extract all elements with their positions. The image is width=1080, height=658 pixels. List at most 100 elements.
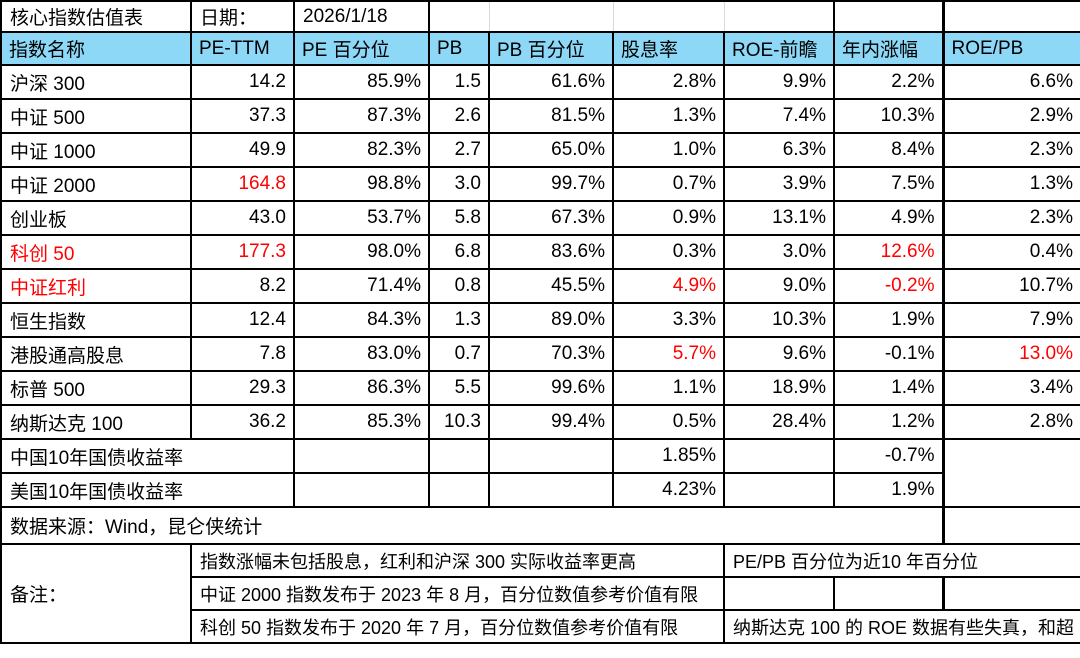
cell-pb[interactable]: 2.6 [428, 98, 490, 134]
notes-label-cell[interactable]: 备注： [0, 543, 192, 644]
cell-bond-name[interactable]: 中国10年国债收益率 [0, 438, 295, 474]
cell-ytd-change[interactable]: -0.1% [833, 336, 944, 372]
empty-cell[interactable] [428, 0, 490, 33]
cell-dividend[interactable]: 1.1% [612, 370, 725, 406]
cell-pe-percentile[interactable]: 85.9% [293, 64, 430, 100]
cell-pb-percentile[interactable]: 65.0% [488, 132, 614, 168]
cell-index-name[interactable]: 中证 500 [0, 98, 192, 134]
cell-pb-percentile[interactable]: 67.3% [488, 200, 614, 236]
cell-roe-forward[interactable]: 9.0% [723, 268, 835, 304]
cell-ytd-change[interactable]: 1.4% [833, 370, 944, 406]
cell-roe-pb[interactable]: 2.9% [941, 98, 1080, 134]
cell-pe-percentile[interactable]: 85.3% [293, 404, 430, 440]
empty-cell[interactable] [488, 438, 614, 474]
cell-roe-pb[interactable]: 2.3% [941, 200, 1080, 236]
cell-ytd-change[interactable]: 12.6% [833, 234, 944, 270]
empty-cell[interactable] [723, 0, 835, 33]
cell-pb[interactable]: 3.0 [428, 166, 490, 202]
header-cell-roe-pb[interactable]: ROE/PB [941, 31, 1080, 66]
cell-pe-ttm[interactable]: 49.9 [190, 132, 295, 168]
cell-index-name[interactable]: 科创 50 [0, 234, 192, 270]
cell-roe-forward[interactable]: 18.9% [723, 370, 835, 406]
cell-ytd-change[interactable]: 1.9% [833, 472, 944, 508]
header-cell-index-name[interactable]: 指数名称 [0, 31, 192, 66]
cell-ytd-change[interactable]: 10.3% [833, 98, 944, 134]
cell-ytd-change[interactable]: 2.2% [833, 64, 944, 100]
cell-roe-pb[interactable]: 3.4% [941, 370, 1080, 406]
cell-index-name[interactable]: 标普 500 [0, 370, 192, 406]
empty-cell[interactable] [723, 472, 835, 508]
cell-pe-percentile[interactable]: 98.0% [293, 234, 430, 270]
cell-pe-ttm[interactable]: 14.2 [190, 64, 295, 100]
cell-index-name[interactable]: 中证 1000 [0, 132, 192, 168]
cell-pb[interactable]: 0.7 [428, 336, 490, 372]
cell-index-name[interactable]: 纳斯达克 100 [0, 404, 192, 440]
cell-dividend[interactable]: 5.7% [612, 336, 725, 372]
table-title-cell[interactable]: 核心指数估值表 [0, 0, 192, 33]
cell-dividend[interactable]: 0.5% [612, 404, 725, 440]
cell-roe-pb[interactable]: 2.8% [941, 404, 1080, 440]
empty-cell[interactable] [723, 438, 835, 474]
cell-roe-forward[interactable]: 9.9% [723, 64, 835, 100]
empty-cell[interactable] [723, 576, 835, 611]
cell-index-name[interactable]: 创业板 [0, 200, 192, 236]
empty-cell[interactable] [941, 473, 1080, 507]
cell-pe-ttm[interactable]: 36.2 [190, 404, 295, 440]
cell-index-name[interactable]: 沪深 300 [0, 64, 192, 100]
header-cell-pe-ttm[interactable]: PE-TTM [190, 31, 295, 66]
empty-cell[interactable] [488, 472, 614, 508]
cell-roe-pb[interactable]: 13.0% [941, 336, 1080, 372]
cell-roe-pb[interactable]: 1.3% [941, 166, 1080, 202]
cell-pb-percentile[interactable]: 83.6% [488, 234, 614, 270]
cell-roe-forward[interactable]: 6.3% [723, 132, 835, 168]
empty-cell[interactable] [293, 472, 430, 508]
cell-dividend[interactable]: 1.3% [612, 98, 725, 134]
cell-index-name[interactable]: 港股通高股息 [0, 336, 192, 372]
cell-dividend[interactable]: 4.23% [612, 472, 725, 508]
cell-pb-percentile[interactable]: 99.4% [488, 404, 614, 440]
cell-pe-percentile[interactable]: 71.4% [293, 268, 430, 304]
cell-roe-pb[interactable]: 10.7% [941, 268, 1080, 304]
cell-pb[interactable]: 2.7 [428, 132, 490, 168]
cell-roe-forward[interactable]: 7.4% [723, 98, 835, 134]
cell-pe-ttm[interactable]: 29.3 [190, 370, 295, 406]
cell-pe-percentile[interactable]: 87.3% [293, 98, 430, 134]
header-cell-roe-forward[interactable]: ROE-前瞻 [723, 31, 835, 66]
cell-dividend[interactable]: 2.8% [612, 64, 725, 100]
cell-roe-forward[interactable]: 28.4% [723, 404, 835, 440]
empty-cell[interactable] [488, 0, 614, 33]
empty-cell[interactable] [943, 577, 1080, 610]
cell-pb[interactable]: 5.5 [428, 370, 490, 406]
cell-pb-percentile[interactable]: 81.5% [488, 98, 614, 134]
cell-pe-percentile[interactable]: 86.3% [293, 370, 430, 406]
header-cell-pe-percentile[interactable]: PE 百分位 [293, 31, 430, 66]
cell-ytd-change[interactable]: 1.9% [833, 302, 944, 338]
cell-pb-percentile[interactable]: 99.6% [488, 370, 614, 406]
cell-pe-percentile[interactable]: 82.3% [293, 132, 430, 168]
cell-dividend[interactable]: 4.9% [612, 268, 725, 304]
cell-pb[interactable]: 6.8 [428, 234, 490, 270]
cell-pb[interactable]: 1.3 [428, 302, 490, 338]
cell-index-name[interactable]: 中证 2000 [0, 166, 192, 202]
cell-roe-pb[interactable]: 0.4% [941, 234, 1080, 270]
note-cell-right[interactable]: 纳斯达克 100 的 ROE 数据有些失真，和超 [723, 609, 1080, 644]
cell-roe-forward[interactable]: 13.1% [723, 200, 835, 236]
cell-pe-ttm[interactable]: 7.8 [190, 336, 295, 372]
header-cell-pb-percentile[interactable]: PB 百分位 [488, 31, 614, 66]
cell-dividend[interactable]: 3.3% [612, 302, 725, 338]
empty-cell[interactable] [941, 439, 1080, 473]
note-cell-right[interactable]: PE/PB 百分位为近10 年百分位 [723, 543, 1080, 578]
cell-index-name[interactable]: 中证红利 [0, 268, 192, 304]
date-label-cell[interactable]: 日期： [190, 0, 295, 33]
header-cell-dividend-yield[interactable]: 股息率 [612, 31, 725, 66]
cell-pb-percentile[interactable]: 70.3% [488, 336, 614, 372]
cell-pb[interactable]: 1.5 [428, 64, 490, 100]
data-source-cell[interactable]: 数据来源：Wind，昆仑侠统计 [0, 506, 944, 545]
cell-index-name[interactable]: 恒生指数 [0, 302, 192, 338]
cell-ytd-change[interactable]: -0.2% [833, 268, 944, 304]
cell-ytd-change[interactable]: -0.7% [833, 438, 944, 474]
empty-cell[interactable] [833, 576, 945, 611]
cell-pb[interactable]: 5.8 [428, 200, 490, 236]
date-value-cell[interactable]: 2026/1/18 [293, 0, 430, 33]
cell-pe-percentile[interactable]: 98.8% [293, 166, 430, 202]
